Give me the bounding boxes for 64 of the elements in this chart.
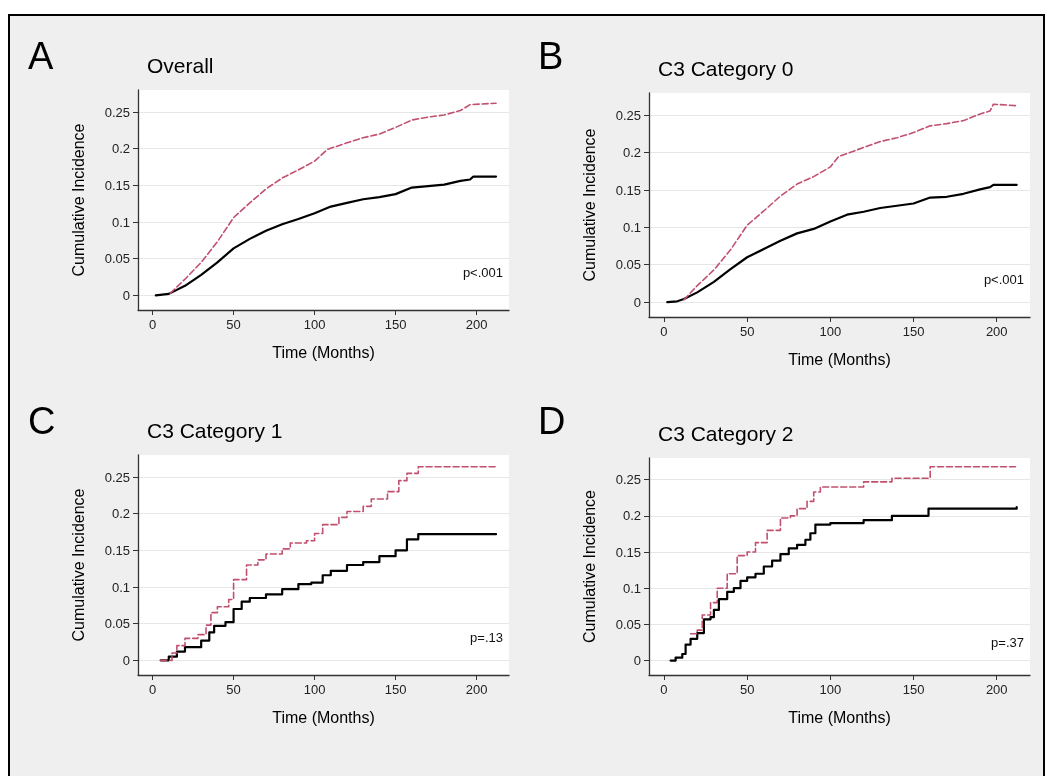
x-tick-label: 100 — [303, 682, 326, 697]
y-tick-label: 0 — [122, 652, 130, 668]
chart-title: C3 Category 2 — [658, 422, 794, 445]
text: C — [28, 400, 56, 442]
y-tick-label: 0.1 — [622, 219, 641, 235]
x-axis-title: Time (Months) — [272, 708, 375, 726]
x-tick-label: 200 — [985, 682, 1008, 697]
y-tick-label: 0 — [122, 287, 130, 303]
chart-title: Overall — [147, 54, 214, 77]
x-tick-label: 100 — [819, 324, 842, 339]
text: D — [538, 400, 566, 442]
y-tick-label: 0.15 — [104, 542, 130, 558]
x-tick-label: 0 — [148, 682, 157, 697]
y-tick-label: 0.1 — [111, 579, 130, 595]
x-tick-label: 0 — [660, 324, 668, 339]
y-tick-label: 0.2 — [111, 141, 130, 157]
y-tick-label: 0 — [633, 294, 641, 310]
x-tick-label: 150 — [902, 682, 925, 697]
x-axis-title: Time (Months) — [788, 350, 891, 368]
x-tick-label: 50 — [226, 682, 241, 697]
y-tick-label: 0.05 — [615, 616, 641, 632]
y-axis-title: Cumulative Incidence — [69, 488, 87, 642]
text: A — [28, 35, 54, 77]
x-tick-label: 100 — [819, 682, 842, 697]
x-tick-label: 100 — [303, 317, 326, 332]
x-tick-label: 50 — [226, 317, 241, 332]
x-tick-label: 0 — [660, 682, 668, 697]
x-tick-label: 0 — [148, 317, 157, 332]
annotation: p<.001 — [983, 272, 1024, 287]
y-tick-label: 0.05 — [104, 616, 130, 632]
y-tick-label: 0.25 — [104, 104, 130, 120]
annotation: p<.001 — [462, 265, 503, 280]
y-axis-title: Cumulative Incidence — [580, 489, 598, 643]
x-tick-label: 200 — [985, 324, 1008, 339]
y-tick-label: 0.15 — [104, 177, 130, 193]
annotation: p=.13 — [470, 630, 504, 645]
y-tick-label: 0.2 — [622, 508, 641, 524]
annotation: p=.37 — [991, 635, 1025, 650]
x-axis-title: Time (Months) — [788, 708, 891, 726]
x-axis-title: Time (Months) — [272, 343, 375, 361]
y-axis-title: Cumulative Incidence — [580, 128, 598, 282]
y-tick-label: 0.15 — [615, 544, 641, 560]
x-tick-label: 200 — [465, 682, 488, 697]
x-tick-label: 150 — [384, 682, 407, 697]
y-axis-title: Cumulative Incidence — [69, 123, 87, 277]
y-tick-label: 0.2 — [111, 506, 130, 522]
y-tick-label: 0.25 — [615, 107, 641, 123]
x-tick-label: 150 — [902, 324, 925, 339]
chart-title: C3 Category 0 — [658, 57, 794, 80]
x-tick-label: 150 — [384, 317, 407, 332]
y-tick-label: 0.1 — [622, 580, 641, 596]
y-tick-label: 0.1 — [111, 214, 130, 230]
y-tick-label: 0.2 — [622, 145, 641, 161]
y-tick-label: 0.25 — [615, 472, 641, 488]
x-tick-label: 200 — [465, 317, 488, 332]
y-tick-label: 0.05 — [615, 257, 641, 273]
chart-title: C3 Category 1 — [147, 419, 283, 442]
y-tick-label: 0.15 — [615, 182, 641, 198]
y-tick-label: 0 — [633, 653, 641, 669]
x-tick-label: 50 — [739, 324, 755, 339]
y-tick-label: 0.25 — [104, 469, 130, 485]
x-tick-label: 50 — [739, 682, 755, 697]
text: B — [538, 35, 564, 77]
y-tick-label: 0.05 — [104, 251, 130, 267]
